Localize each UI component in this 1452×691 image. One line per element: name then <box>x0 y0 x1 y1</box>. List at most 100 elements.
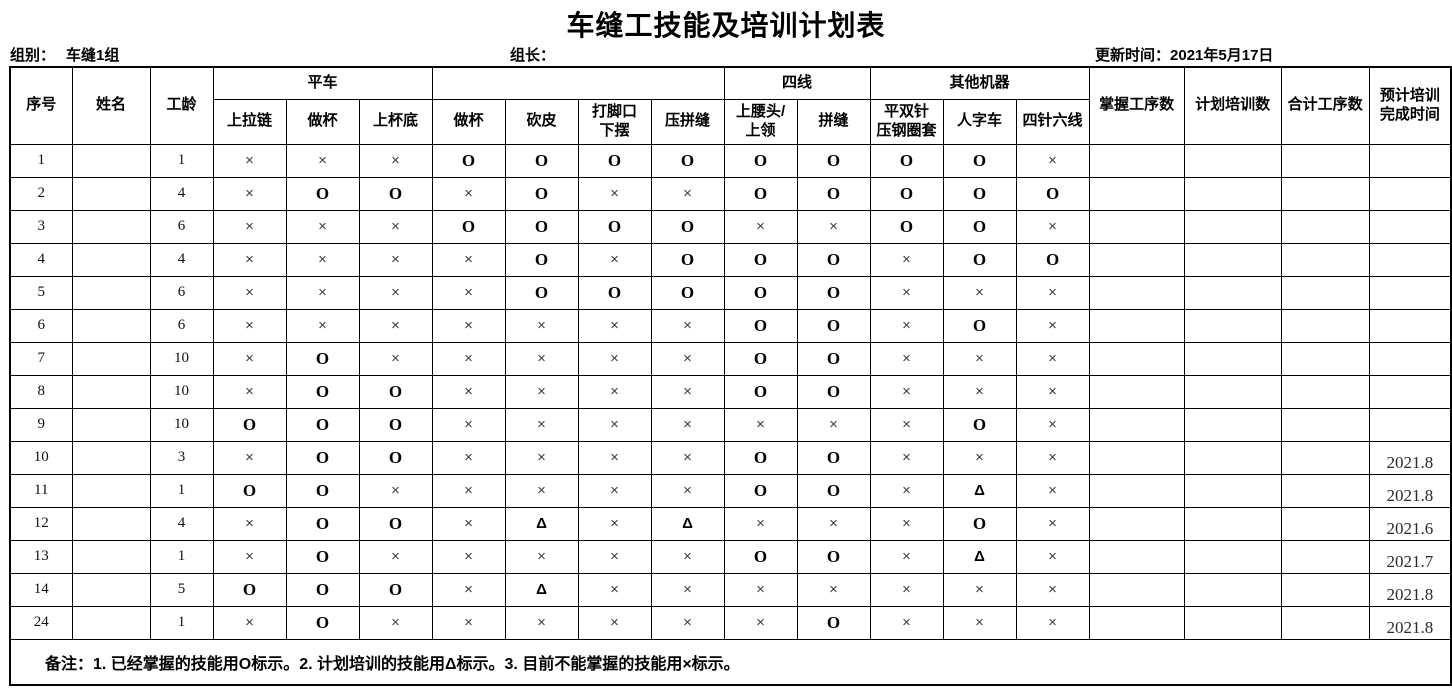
skill-cell: × <box>869 374 944 409</box>
mastered-cell <box>1088 407 1185 442</box>
name-cell <box>71 440 151 475</box>
table-footer: 备注：1. 已经掌握的技能用O标示。2. 计划培训的技能用Δ标示。3. 目前不能… <box>9 638 1452 686</box>
skill-column-header: 平双针 压钢圈套 <box>869 98 944 145</box>
total-cell <box>1280 308 1370 343</box>
skill-column-header: 压拼缝 <box>650 98 725 145</box>
skill-cell: × <box>358 275 433 310</box>
table-row: 7 10 × O × × × × × O O × × × <box>9 341 1452 376</box>
skill-cell: × <box>212 341 287 376</box>
table-row: 11 1 O O × × × × × O O × Δ × 2021.8 <box>9 473 1452 508</box>
planned-cell <box>1183 440 1282 475</box>
years-cell: 6 <box>149 308 214 343</box>
skill-cell: × <box>431 374 506 409</box>
skill-cell: × <box>650 374 725 409</box>
skill-cell: × <box>1015 506 1090 541</box>
planned-cell <box>1183 539 1282 574</box>
skill-cell: × <box>869 605 944 640</box>
skill-cell: O <box>869 176 944 211</box>
planned-cell <box>1183 176 1282 211</box>
skill-cell: × <box>577 341 652 376</box>
skill-cell: × <box>869 242 944 277</box>
skill-column-header: 上腰头/ 上领 <box>723 98 798 145</box>
skill-cell: O <box>942 242 1017 277</box>
skill-cell: × <box>869 539 944 574</box>
skill-cell: O <box>723 143 798 178</box>
skill-cell: × <box>285 308 360 343</box>
updated-label: 更新时间： <box>1095 47 1171 64</box>
skill-cell: O <box>796 143 871 178</box>
skill-cell: × <box>869 506 944 541</box>
mastered-cell <box>1088 572 1185 607</box>
years-cell: 4 <box>149 176 214 211</box>
skill-cell: O <box>796 440 871 475</box>
table-row: 12 4 × O O × Δ × Δ × × × O × 2021.6 <box>9 506 1452 541</box>
skill-cell: O <box>942 143 1017 178</box>
skill-cell: O <box>358 374 433 409</box>
skill-cell: O <box>504 242 579 277</box>
serial-cell: 9 <box>9 407 73 442</box>
skill-cell: × <box>358 209 433 244</box>
header-years: 工龄 <box>149 66 214 145</box>
skill-cell: × <box>504 341 579 376</box>
header-group-other-machines: 其他机器 <box>869 66 1090 100</box>
serial-cell: 14 <box>9 572 73 607</box>
years-cell: 1 <box>149 605 214 640</box>
total-cell <box>1280 440 1370 475</box>
due-date-cell: 2021.8 <box>1368 572 1452 607</box>
skill-cell: × <box>577 440 652 475</box>
years-cell: 6 <box>149 275 214 310</box>
skill-cell: × <box>358 143 433 178</box>
skill-cell: × <box>431 275 506 310</box>
due-date-cell <box>1368 176 1452 211</box>
skill-cell: × <box>1015 374 1090 409</box>
skill-cell: O <box>869 143 944 178</box>
skill-cell: × <box>212 374 287 409</box>
total-cell <box>1280 572 1370 607</box>
years-cell: 5 <box>149 572 214 607</box>
skill-cell: O <box>504 209 579 244</box>
mastered-cell <box>1088 209 1185 244</box>
skill-cell: × <box>869 341 944 376</box>
skill-cell: × <box>650 341 725 376</box>
page-title: 车缝工技能及培训计划表 <box>566 11 886 42</box>
due-date-cell <box>1368 341 1452 376</box>
skill-cell: × <box>723 209 798 244</box>
skill-cell: × <box>1015 308 1090 343</box>
planned-cell <box>1183 209 1282 244</box>
skill-cell: O <box>431 143 506 178</box>
serial-cell: 12 <box>9 506 73 541</box>
skill-cell: O <box>650 143 725 178</box>
skill-cell: O <box>504 143 579 178</box>
due-date-cell: 2021.8 <box>1368 473 1452 508</box>
total-cell <box>1280 506 1370 541</box>
skill-cell: × <box>942 374 1017 409</box>
total-cell <box>1280 275 1370 310</box>
skill-cell: O <box>723 539 798 574</box>
years-cell: 4 <box>149 242 214 277</box>
skill-cell: O <box>796 176 871 211</box>
skill-cell: O <box>942 506 1017 541</box>
header-total-count: 合计工序数 <box>1280 66 1370 145</box>
updated-time: 更新时间：2021年5月17日 <box>1095 44 1273 65</box>
skill-cell: × <box>358 539 433 574</box>
skill-cell: × <box>212 242 287 277</box>
due-date-cell: 2021.8 <box>1368 440 1452 475</box>
skill-column-header: 人字车 <box>942 98 1017 145</box>
skill-cell: × <box>504 539 579 574</box>
skill-cell: O <box>285 440 360 475</box>
skill-cell: Δ <box>942 539 1017 574</box>
skill-cell: O <box>285 506 360 541</box>
skill-cell: × <box>1015 572 1090 607</box>
mastered-cell <box>1088 605 1185 640</box>
table-row: 1 1 × × × O O O O O O O O × <box>9 143 1452 178</box>
skill-cell: × <box>650 572 725 607</box>
serial-cell: 11 <box>9 473 73 508</box>
skill-cell: × <box>504 473 579 508</box>
skill-cell: O <box>431 209 506 244</box>
serial-cell: 3 <box>9 209 73 244</box>
skill-cell: × <box>650 440 725 475</box>
skill-cell: O <box>358 407 433 442</box>
skill-cell: × <box>796 506 871 541</box>
planned-cell <box>1183 242 1282 277</box>
table-row: 10 3 × O O × × × × O O × × × 2021.8 <box>9 440 1452 475</box>
